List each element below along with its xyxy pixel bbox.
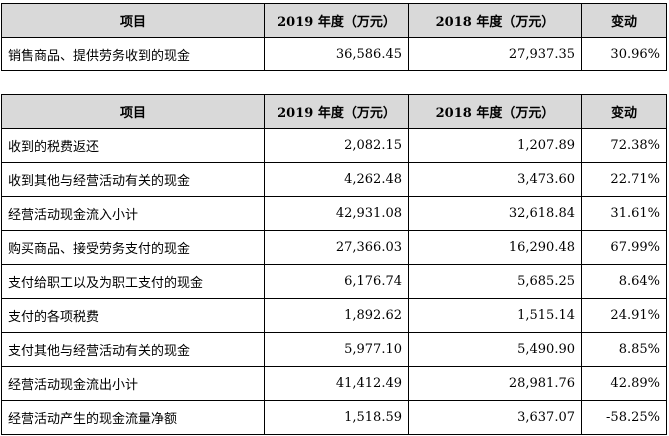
row-label: 经营活动现金流入小计 xyxy=(1,196,265,231)
header-2019: 2019 年度（万元） xyxy=(264,94,409,129)
value-2019: 6,176.74 xyxy=(264,264,409,299)
value-2018: 16,290.48 xyxy=(408,230,582,265)
value-change: 42.89% xyxy=(581,366,667,401)
value-change: 8.85% xyxy=(581,332,667,367)
value-change: -58.25% xyxy=(581,400,667,435)
row-label: 收到其他与经营活动有关的现金 xyxy=(1,162,265,197)
table-row: 支付的各项税费 1,892.62 1,515.14 24.91% xyxy=(1,298,667,333)
table-header-row: 项目 2019 年度（万元） 2018 年度（万元） 变动 xyxy=(1,94,667,129)
row-label: 支付其他与经营活动有关的现金 xyxy=(1,332,265,367)
operating-cash-flow-table: 项目 2019 年度（万元） 2018 年度（万元） 变动 收到的税费返还 2,… xyxy=(1,94,667,435)
header-change: 变动 xyxy=(581,3,667,38)
row-label: 销售商品、提供劳务收到的现金 xyxy=(1,37,265,71)
value-2019: 27,366.03 xyxy=(264,230,409,265)
value-2019: 1,518.59 xyxy=(264,400,409,435)
table-row: 购买商品、接受劳务支付的现金 27,366.03 16,290.48 67.99… xyxy=(1,230,667,265)
value-change: 22.71% xyxy=(581,162,667,197)
table-header-row: 项目 2019 年度（万元） 2018 年度（万元） 变动 xyxy=(1,3,667,38)
row-label: 经营活动现金流出小计 xyxy=(1,366,265,401)
header-2018: 2018 年度（万元） xyxy=(408,3,582,38)
cash-inflow-sales-table: 项目 2019 年度（万元） 2018 年度（万元） 变动 销售商品、提供劳务收… xyxy=(1,3,667,71)
header-change: 变动 xyxy=(581,94,667,129)
table-row: 经营活动产生的现金流量净额 1,518.59 3,637.07 -58.25% xyxy=(1,400,667,435)
value-2019: 4,262.48 xyxy=(264,162,409,197)
row-label: 经营活动产生的现金流量净额 xyxy=(1,400,265,435)
table-row: 支付其他与经营活动有关的现金 5,977.10 5,490.90 8.85% xyxy=(1,332,667,367)
table-row: 销售商品、提供劳务收到的现金 36,586.45 27,937.35 30.96… xyxy=(1,37,667,71)
value-change: 8.64% xyxy=(581,264,667,299)
value-2019: 36,586.45 xyxy=(264,37,409,71)
value-2019: 41,412.49 xyxy=(264,366,409,401)
table-row: 收到其他与经营活动有关的现金 4,262.48 3,473.60 22.71% xyxy=(1,162,667,197)
value-2019: 1,892.62 xyxy=(264,298,409,333)
value-2018: 28,981.76 xyxy=(408,366,582,401)
value-change: 72.38% xyxy=(581,128,667,163)
table-row: 支付给职工以及为职工支付的现金 6,176.74 5,685.25 8.64% xyxy=(1,264,667,299)
header-2019: 2019 年度（万元） xyxy=(264,3,409,38)
row-label: 支付的各项税费 xyxy=(1,298,265,333)
value-2019: 42,931.08 xyxy=(264,196,409,231)
row-label: 收到的税费返还 xyxy=(1,128,265,163)
value-2018: 1,515.14 xyxy=(408,298,582,333)
value-2018: 5,685.25 xyxy=(408,264,582,299)
value-2018: 3,473.60 xyxy=(408,162,582,197)
value-2018: 3,637.07 xyxy=(408,400,582,435)
value-2018: 27,937.35 xyxy=(408,37,582,71)
table-row: 经营活动现金流出小计 41,412.49 28,981.76 42.89% xyxy=(1,366,667,401)
header-2018: 2018 年度（万元） xyxy=(408,94,582,129)
value-2018: 32,618.84 xyxy=(408,196,582,231)
row-label: 购买商品、接受劳务支付的现金 xyxy=(1,230,265,265)
row-label: 支付给职工以及为职工支付的现金 xyxy=(1,264,265,299)
table-row: 经营活动现金流入小计 42,931.08 32,618.84 31.61% xyxy=(1,196,667,231)
value-change: 24.91% xyxy=(581,298,667,333)
value-2018: 1,207.89 xyxy=(408,128,582,163)
value-change: 30.96% xyxy=(581,37,667,71)
value-2019: 2,082.15 xyxy=(264,128,409,163)
value-2019: 5,977.10 xyxy=(264,332,409,367)
value-change: 67.99% xyxy=(581,230,667,265)
value-2018: 5,490.90 xyxy=(408,332,582,367)
value-change: 31.61% xyxy=(581,196,667,231)
header-item: 项目 xyxy=(1,3,265,38)
table-row: 收到的税费返还 2,082.15 1,207.89 72.38% xyxy=(1,128,667,163)
header-item: 项目 xyxy=(1,94,265,129)
